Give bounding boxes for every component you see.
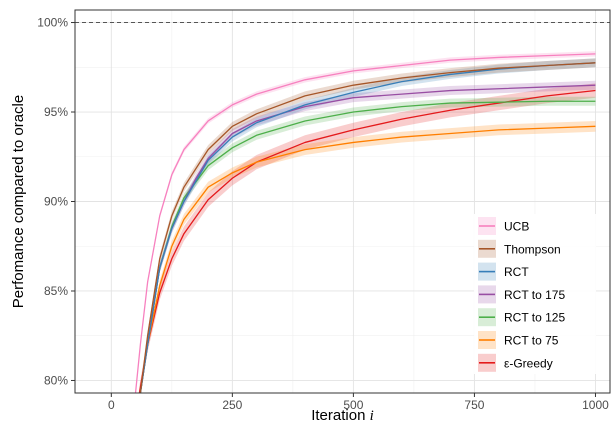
line-rct-to-75 xyxy=(139,125,596,393)
y-tick-label: 100% xyxy=(37,16,68,30)
legend-label-rct-to-125: RCT to 125 xyxy=(504,311,565,325)
x-tick-label: 500 xyxy=(343,398,363,412)
line-rct xyxy=(139,62,596,393)
x-tick-label: 1000 xyxy=(582,398,609,412)
series-lines xyxy=(134,53,596,393)
x-axis-title-symbol: i xyxy=(370,408,374,424)
y-tick-label: 95% xyxy=(44,105,68,119)
line-ucb xyxy=(134,53,596,393)
legend-label-rct-to-175: RCT to 175 xyxy=(504,288,565,302)
legend-label-rct-to-75: RCT to 75 xyxy=(504,334,559,348)
band-greedy xyxy=(139,83,596,393)
x-axis-title: Iteration i xyxy=(311,407,374,424)
legend-label-thompson: Thompson xyxy=(504,242,561,256)
x-tick-label: 0 xyxy=(108,398,115,412)
line-thompson xyxy=(139,62,596,393)
y-tick-label: 85% xyxy=(44,284,68,298)
legend-label-rct: RCT xyxy=(504,265,529,279)
x-tick-label: 750 xyxy=(464,398,484,412)
axes: 0 250 500 750 1000 80% 85% 90% 95% 100% Iteration … xyxy=(10,9,611,424)
y-tick-label: 80% xyxy=(44,373,68,387)
confidence-bands xyxy=(135,51,596,393)
legend-label-ucb: UCB xyxy=(504,220,529,234)
legend: UCB Thompson RCT RCT to 175 RCT to 125 RCT to… xyxy=(474,214,596,374)
x-tick-label: 250 xyxy=(222,398,242,412)
y-axis-title: Perfomance compared to oracle xyxy=(10,95,27,308)
x-axis-title-text: Iteration xyxy=(311,407,369,424)
legend-label-greedy: ε-Greedy xyxy=(504,356,553,370)
y-tick-label: 90% xyxy=(44,195,68,209)
